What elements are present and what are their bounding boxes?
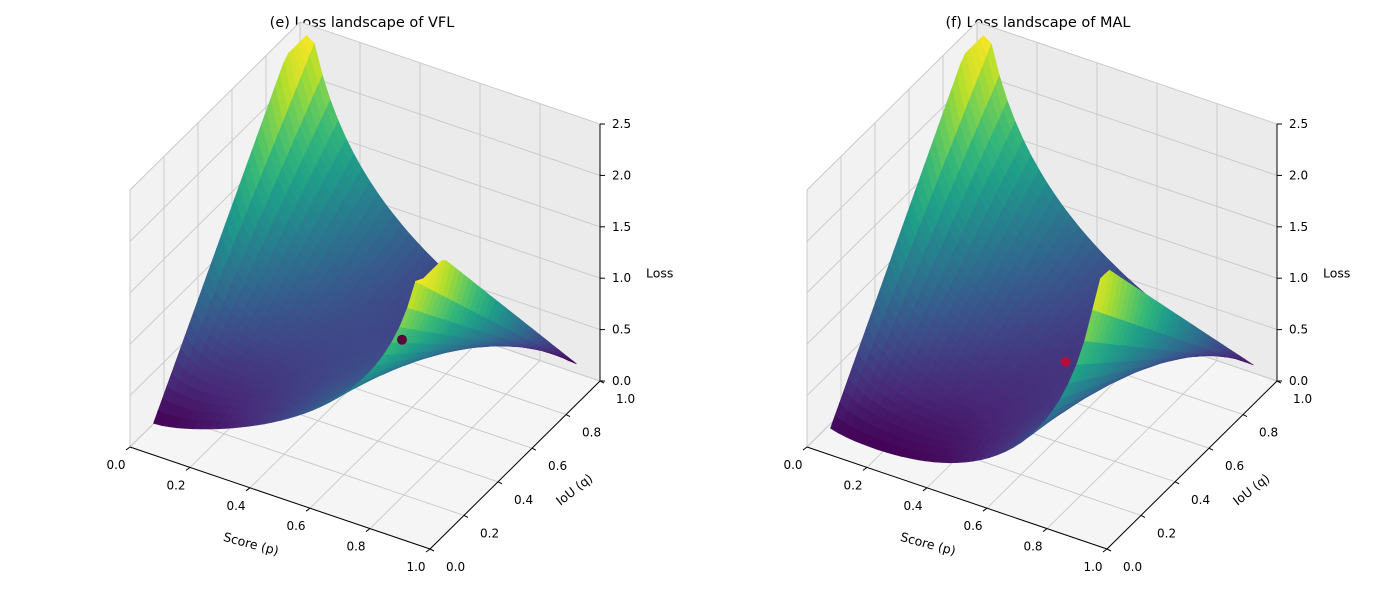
- surface-patch: [414, 273, 429, 285]
- z-axis-label: Loss: [646, 266, 673, 281]
- y-tick-label: 0.6: [548, 459, 567, 473]
- y-tick: [531, 447, 537, 451]
- y-tick-label: 1.0: [1293, 392, 1312, 406]
- y-tick-label: 1.0: [616, 392, 635, 406]
- x-axis-label: Score (p): [899, 529, 958, 558]
- grid-line: [309, 339, 481, 509]
- x-tick: [802, 446, 808, 451]
- grid-line: [299, 21, 601, 125]
- grid-line: [129, 21, 301, 191]
- x-tick: [1042, 528, 1048, 532]
- y-tick: [1106, 548, 1112, 552]
- grid-line: [976, 21, 1278, 125]
- y-tick-label: 0.6: [1225, 459, 1244, 473]
- y-tick: [463, 514, 469, 518]
- z-tick-label: 2.0: [1289, 168, 1308, 182]
- axes: [806, 124, 1278, 550]
- optimum-marker: [397, 334, 407, 345]
- x-tick: [185, 466, 191, 471]
- y-axis-label: IoU (q): [553, 471, 595, 509]
- z-tick-label: 0.0: [612, 374, 631, 388]
- x-tick: [862, 466, 868, 471]
- x-tick: [125, 446, 131, 451]
- y-tick-label: 0.0: [1123, 560, 1142, 574]
- x-tick-label: 0.8: [346, 540, 365, 554]
- tick-labels: 0.0 0.2 0.4 0.6 0.8 1.0 0.0 0.2 0.4 0.6 0.8 1.0 0.0 0…: [106, 117, 635, 574]
- x-axis-line: [129, 446, 431, 550]
- z-tick-label: 1.0: [612, 271, 631, 285]
- z-tick-label: 2.5: [1289, 117, 1308, 131]
- x-tick-label: 0.2: [843, 478, 862, 492]
- x-tick: [245, 487, 251, 492]
- z-tick-label: 0.5: [612, 323, 631, 337]
- z-tick-label: 1.5: [1289, 220, 1308, 234]
- y-tick: [1208, 447, 1214, 451]
- z-tick-label: 1.0: [1289, 271, 1308, 285]
- axes: [129, 124, 601, 550]
- loss-surface: [153, 35, 577, 430]
- x-tick-label: 0.8: [1023, 540, 1042, 554]
- x-tick-label: 1.0: [1083, 560, 1102, 574]
- grid-line: [369, 360, 541, 529]
- x-tick-label: 0.0: [783, 458, 802, 472]
- x-tick: [1102, 548, 1108, 553]
- x-tick-label: 0.6: [286, 519, 305, 533]
- grid-line: [976, 124, 1278, 228]
- y-axis-label: IoU (q): [1230, 471, 1272, 509]
- grid-line: [1046, 360, 1218, 529]
- x-tick-label: 0.0: [106, 458, 125, 472]
- x-tick-label: 0.4: [903, 499, 922, 513]
- y-tick-label: 0.4: [1191, 493, 1210, 507]
- y-tick: [1174, 481, 1180, 485]
- x-tick-label: 0.6: [963, 519, 982, 533]
- grid-line: [299, 124, 601, 228]
- chart-vfl: (e) Loss landscape of VFL 0.00.20.40.60.…: [106, 15, 673, 574]
- optimum-marker: [1060, 356, 1071, 367]
- x-tick-label: 0.2: [166, 478, 185, 492]
- x-tick: [365, 528, 371, 532]
- x-tick: [305, 507, 311, 512]
- y-tick: [497, 481, 503, 485]
- z-tick-label: 2.0: [612, 168, 631, 182]
- x-axis-label: Score (p): [222, 529, 281, 558]
- z-tick-label: 0.0: [1289, 374, 1308, 388]
- z-tick-label: 1.5: [612, 220, 631, 234]
- y-axis-line: [429, 380, 601, 550]
- y-tick-label: 0.0: [446, 560, 465, 574]
- y-tick-label: 0.8: [1259, 426, 1278, 440]
- z-tick-label: 0.5: [1289, 323, 1308, 337]
- y-tick: [565, 414, 571, 418]
- grid-line: [163, 412, 465, 516]
- y-tick: [1242, 414, 1248, 418]
- chart-mal: (f) Loss landscape of MAL 0.00.20.40.60.…: [783, 15, 1350, 574]
- y-tick-label: 0.4: [514, 493, 533, 507]
- grid-line: [299, 72, 601, 176]
- z-axis-label: Loss: [1323, 266, 1350, 281]
- z-tick-label: 2.5: [612, 117, 631, 131]
- surface-patch: [1092, 273, 1106, 312]
- y-tick-label: 0.2: [1157, 526, 1176, 540]
- y-axis-line: [1106, 380, 1278, 550]
- x-tick-label: 0.4: [226, 499, 245, 513]
- loss-surface: [830, 35, 1254, 464]
- y-tick-label: 0.8: [582, 426, 601, 440]
- x-tick: [922, 487, 928, 492]
- tick-labels: 0.0 0.2 0.4 0.6 0.8 1.0 0.0 0.2 0.4 0.6 0.8 1.0 0.0 0…: [783, 117, 1312, 574]
- x-tick: [425, 548, 431, 553]
- y-tick: [429, 548, 435, 552]
- grid-line: [976, 72, 1278, 176]
- x-tick-label: 1.0: [406, 560, 425, 574]
- y-tick: [1140, 514, 1146, 518]
- y-tick-label: 0.2: [480, 526, 499, 540]
- grid-line: [806, 21, 978, 191]
- x-axis-line: [806, 446, 1108, 550]
- x-tick: [982, 507, 988, 512]
